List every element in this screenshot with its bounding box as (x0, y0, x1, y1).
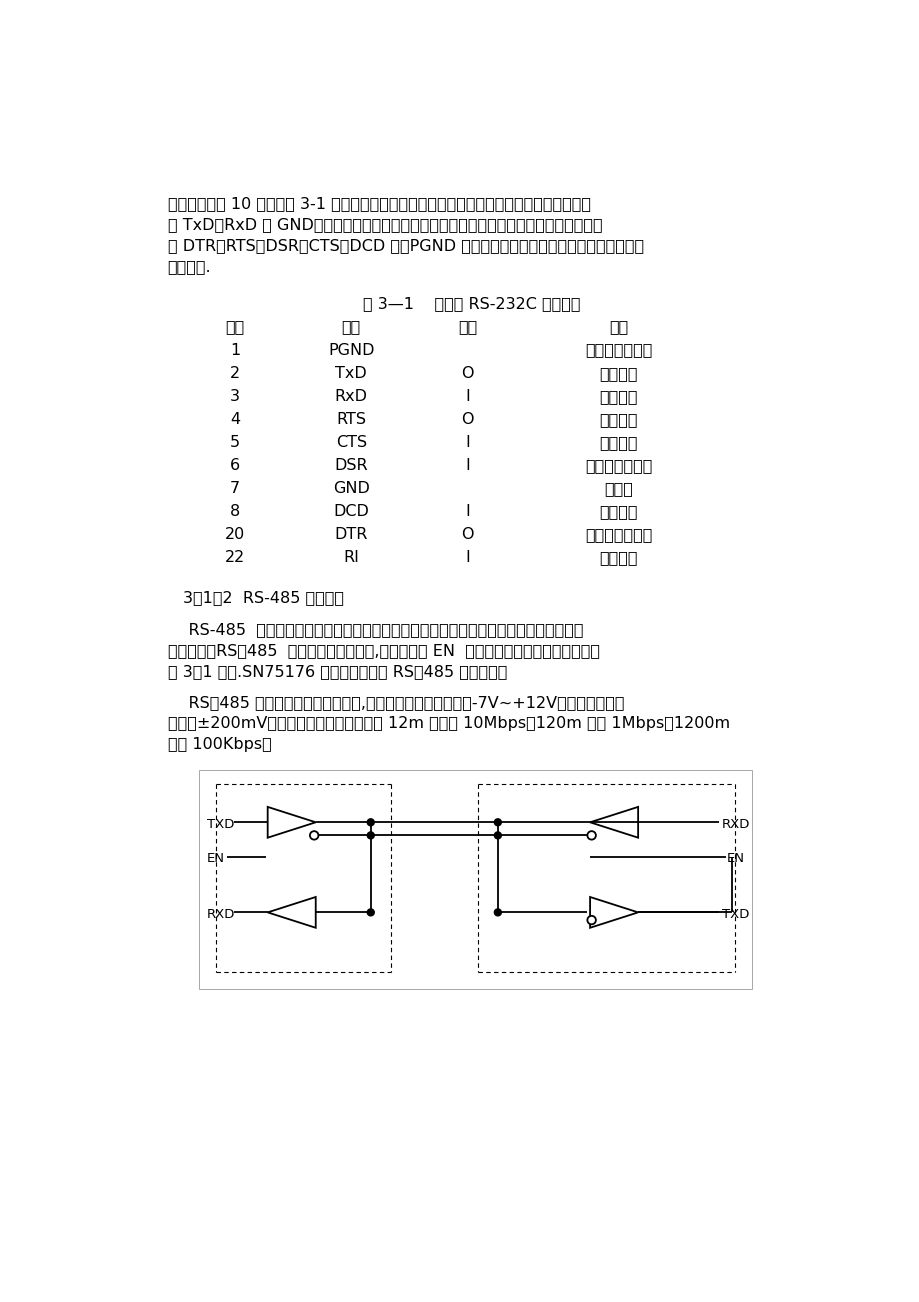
Text: 载波检测: 载波检测 (599, 504, 637, 519)
Text: 6: 6 (230, 458, 240, 473)
Text: 有 TxD、RxD 和 GND，这三个信号可以构成最简单的连接方式另一类是传输控制信号，包: 有 TxD、RxD 和 GND，这三个信号可以构成最简单的连接方式另一类是传输控… (167, 217, 602, 232)
Text: 功能: 功能 (608, 319, 628, 335)
Text: O: O (460, 411, 473, 427)
Text: TXD: TXD (721, 907, 748, 921)
Text: O: O (460, 366, 473, 380)
Text: 时为 100Kbps。: 时为 100Kbps。 (167, 737, 271, 751)
Text: 符号: 符号 (341, 319, 360, 335)
Text: TxD: TxD (335, 366, 367, 380)
Circle shape (494, 909, 501, 915)
Text: 发送数据: 发送数据 (599, 366, 637, 380)
Text: CTS: CTS (335, 435, 367, 450)
Text: GND: GND (333, 482, 369, 496)
Text: 3．1．2  RS-485 接口标准: 3．1．2 RS-485 接口标准 (183, 591, 344, 605)
Text: RS－485 采用平衡驱动和差分接收,接收器输入电压的范围为-7V~+12V，接收器输入灵: RS－485 采用平衡驱动和差分接收,接收器输入电压的范围为-7V~+12V，接… (167, 695, 623, 710)
Text: 的屏蔽层.: 的屏蔽层. (167, 259, 211, 273)
Text: DCD: DCD (333, 504, 369, 519)
Text: 数据装置准备好: 数据装置准备好 (584, 458, 652, 473)
Text: RXD: RXD (721, 818, 749, 831)
Text: 2: 2 (230, 366, 240, 380)
Text: 8: 8 (230, 504, 240, 519)
Text: RXD: RXD (207, 907, 235, 921)
Text: 请求发送: 请求发送 (599, 411, 637, 427)
Text: 括 DTR、RTS、DSR、CTS、DCD 等。PGND 是保护地，一般与设备的机架相连或接电缆: 括 DTR、RTS、DSR、CTS、DCD 等。PGND 是保护地，一般与设备的… (167, 238, 643, 253)
Circle shape (367, 909, 374, 915)
Text: 引脚: 引脚 (225, 319, 244, 335)
Text: RS-485  标准是一种差分平衡的电气接口，即采用一对平衡差分信号线，可以实现多站: RS-485 标准是一种差分平衡的电气接口，即采用一对平衡差分信号线，可以实现多… (167, 622, 583, 637)
Text: 屏蔽地，保护地: 屏蔽地，保护地 (584, 342, 652, 358)
Text: 1: 1 (230, 342, 240, 358)
Text: DSR: DSR (335, 458, 368, 473)
Text: 敏度为±200mV。传输的最大速率在距离为 12m 处时为 10Mbps；120m 时为 1Mbps；1200m: 敏度为±200mV。传输的最大速率在距离为 12m 处时为 10Mbps；120… (167, 716, 729, 730)
Text: 4: 4 (230, 411, 240, 427)
Text: EN: EN (207, 853, 225, 866)
Text: 22: 22 (225, 551, 245, 565)
Circle shape (367, 832, 374, 838)
Text: 数据终端准备好: 数据终端准备好 (584, 527, 652, 543)
Text: 常用的信号有 10 个，如表 3-1 所示。这些信号可以分为二类，一类是基本的数据传输信号，: 常用的信号有 10 个，如表 3-1 所示。这些信号可以分为二类，一类是基本的数… (167, 197, 590, 211)
Text: 点的通信。RS－485  是半双工的电气接口,由使能信号 EN  控制发送或接收，接口功能示意: 点的通信。RS－485 是半双工的电气接口,由使能信号 EN 控制发送或接收，接… (167, 643, 599, 658)
Text: 接收数据: 接收数据 (599, 389, 637, 404)
Text: RxD: RxD (335, 389, 368, 404)
Text: I: I (465, 435, 470, 450)
Circle shape (494, 819, 501, 825)
Text: I: I (465, 458, 470, 473)
Circle shape (586, 915, 596, 924)
Text: EN: EN (726, 853, 744, 866)
Text: I: I (465, 551, 470, 565)
Circle shape (310, 831, 318, 840)
Text: I: I (465, 389, 470, 404)
Text: 信号地: 信号地 (604, 482, 632, 496)
Text: 20: 20 (225, 527, 245, 543)
Text: 图 3－1 所示.SN75176 就是一种典型的 RS－485 电气接口。: 图 3－1 所示.SN75176 就是一种典型的 RS－485 电气接口。 (167, 664, 506, 678)
Circle shape (586, 831, 596, 840)
Circle shape (367, 819, 374, 825)
Text: DTR: DTR (335, 527, 368, 543)
Text: 表 3—1    常用的 RS-232C 接口信号: 表 3—1 常用的 RS-232C 接口信号 (362, 297, 580, 311)
Text: 允许发送: 允许发送 (599, 435, 637, 450)
Text: 7: 7 (230, 482, 240, 496)
Bar (199, 769, 751, 990)
Text: RTS: RTS (336, 411, 366, 427)
Text: I: I (465, 504, 470, 519)
Text: O: O (460, 527, 473, 543)
Text: 振铃信号: 振铃信号 (599, 551, 637, 565)
Text: 3: 3 (230, 389, 240, 404)
Text: TXD: TXD (207, 818, 234, 831)
Text: RI: RI (343, 551, 359, 565)
Circle shape (494, 832, 501, 838)
Text: PGND: PGND (328, 342, 374, 358)
Text: 5: 5 (230, 435, 240, 450)
Text: 方向: 方向 (458, 319, 477, 335)
